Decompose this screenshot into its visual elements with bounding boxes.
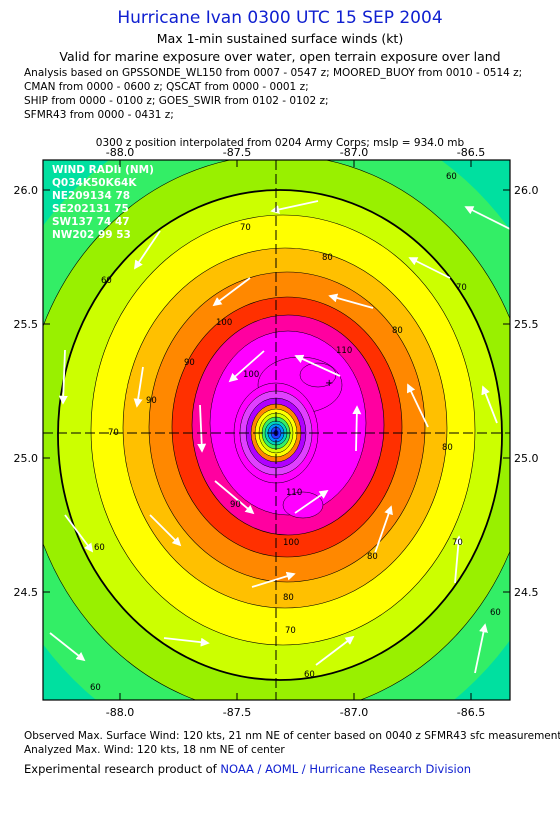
lon-tick-label: -87.5 — [223, 146, 251, 159]
lon-tick-label: -86.5 — [457, 146, 485, 159]
contour-label: 100 — [216, 318, 232, 328]
lat-tick-label: 25.5 — [514, 318, 539, 331]
contour-label: 80 — [322, 253, 333, 263]
lon-tick-label: -87.5 — [223, 706, 251, 719]
y-axis-right-labels: 26.0 25.5 25.0 24.5 — [514, 184, 539, 599]
subtitle-winds: Max 1-min sustained surface winds (kt) — [156, 31, 404, 46]
contour-label: 90 — [146, 396, 157, 406]
lat-tick-label: 24.5 — [514, 586, 539, 599]
wind-radii-row: SW137 74 47 — [52, 216, 130, 228]
contour-label: 60 — [101, 276, 112, 286]
wind-vectors — [49, 200, 510, 674]
contour-label: 90 — [230, 500, 241, 510]
contour-label: 80 — [392, 326, 403, 336]
contour-label: 60 — [90, 683, 101, 693]
analysis-line: Analysis based on GPSSONDE_WL150 from 00… — [24, 67, 523, 79]
analysis-line: SFMR43 from 0000 - 0431 z; — [24, 109, 174, 121]
contour-label: 70 — [452, 538, 463, 548]
contour-label: 60 — [304, 670, 315, 680]
x-axis-bottom-labels: -88.0 -87.5 -87.0 -86.5 — [106, 706, 485, 719]
y-axis-left-labels: 26.0 25.5 25.0 24.5 — [14, 184, 39, 599]
contour-label: 110 — [336, 346, 352, 356]
center-crosshair — [43, 160, 510, 700]
analysis-line: CMAN from 0000 - 0600 z; QSCAT from 0000… — [24, 81, 309, 93]
contour-label: 100 — [243, 370, 259, 380]
lon-tick-label: -87.0 — [340, 146, 368, 159]
lat-tick-label: 26.0 — [14, 184, 39, 197]
axis-ticks — [43, 160, 510, 700]
wind-radii-row: SE202131 75 — [52, 203, 129, 215]
contour-label: 80 — [442, 443, 453, 453]
lat-tick-label: 25.0 — [514, 452, 539, 465]
wind-radii-row: NW202 99 53 — [52, 229, 131, 241]
contour-label: 70 — [285, 626, 296, 636]
lat-tick-label: 24.5 — [14, 586, 39, 599]
wind-radii-row: NE209134 78 — [52, 190, 130, 202]
contour-labels: 60 70 80 90 100 110 60 70 80 90 100 60 7… — [90, 172, 501, 693]
max-wind-marker: + — [325, 378, 333, 389]
contour-label: 110 — [286, 488, 302, 498]
wind-radii-columns: Q034K50K64K — [52, 177, 137, 189]
analysis-line: SHIP from 0000 - 0100 z; GOES_SWIR from … — [24, 95, 329, 107]
lon-tick-label: -88.0 — [106, 706, 134, 719]
map-title: Hurricane Ivan 0300 UTC 15 SEP 2004 — [117, 8, 443, 28]
contour-label: 90 — [184, 358, 195, 368]
lat-tick-label: 26.0 — [514, 184, 539, 197]
contour-label: 60 — [446, 172, 457, 182]
contour-label: 100 — [283, 538, 299, 548]
plot-frame — [42, 159, 511, 701]
wind-radii-box: WIND RADII (NM) Q034K50K64K NE209134 78 … — [52, 164, 154, 241]
observed-max-wind: Observed Max. Surface Wind: 120 kts, 21 … — [24, 730, 560, 742]
credit-prefix: Experimental research product of — [24, 762, 221, 776]
contour-label: 70 — [456, 283, 467, 293]
contour-label: 60 — [94, 543, 105, 553]
wind-radii-header: WIND RADII (NM) — [52, 164, 154, 176]
lat-tick-label: 25.5 — [14, 318, 39, 331]
lat-tick-label: 25.0 — [14, 452, 39, 465]
lon-tick-label: -88.0 — [106, 146, 134, 159]
wind-field: 60 70 80 90 100 110 60 70 80 90 100 60 7… — [43, 160, 510, 700]
lon-tick-label: -86.5 — [457, 706, 485, 719]
contour-label: 80 — [367, 552, 378, 562]
position-note: 0300 z position interpolated from 0204 A… — [95, 137, 465, 149]
lon-tick-label: -87.0 — [340, 706, 368, 719]
x-axis-top-labels: -88.0 -87.5 -87.0 -86.5 — [106, 146, 485, 159]
credit-org-link[interactable]: NOAA / AOML / Hurricane Research Divisio… — [220, 762, 472, 776]
subtitle-exposure: Valid for marine exposure over water, op… — [59, 49, 501, 64]
analyzed-max-wind: Analyzed Max. Wind: 120 kts, 18 nm NE of… — [24, 744, 285, 756]
contour-label: 60 — [490, 608, 501, 618]
contour-label: 70 — [240, 223, 251, 233]
contour-label: 80 — [283, 593, 294, 603]
wind-map: 60 70 80 90 100 110 60 70 80 90 100 60 7… — [14, 146, 539, 719]
credit-line: Experimental research product of NOAA / … — [24, 762, 471, 776]
